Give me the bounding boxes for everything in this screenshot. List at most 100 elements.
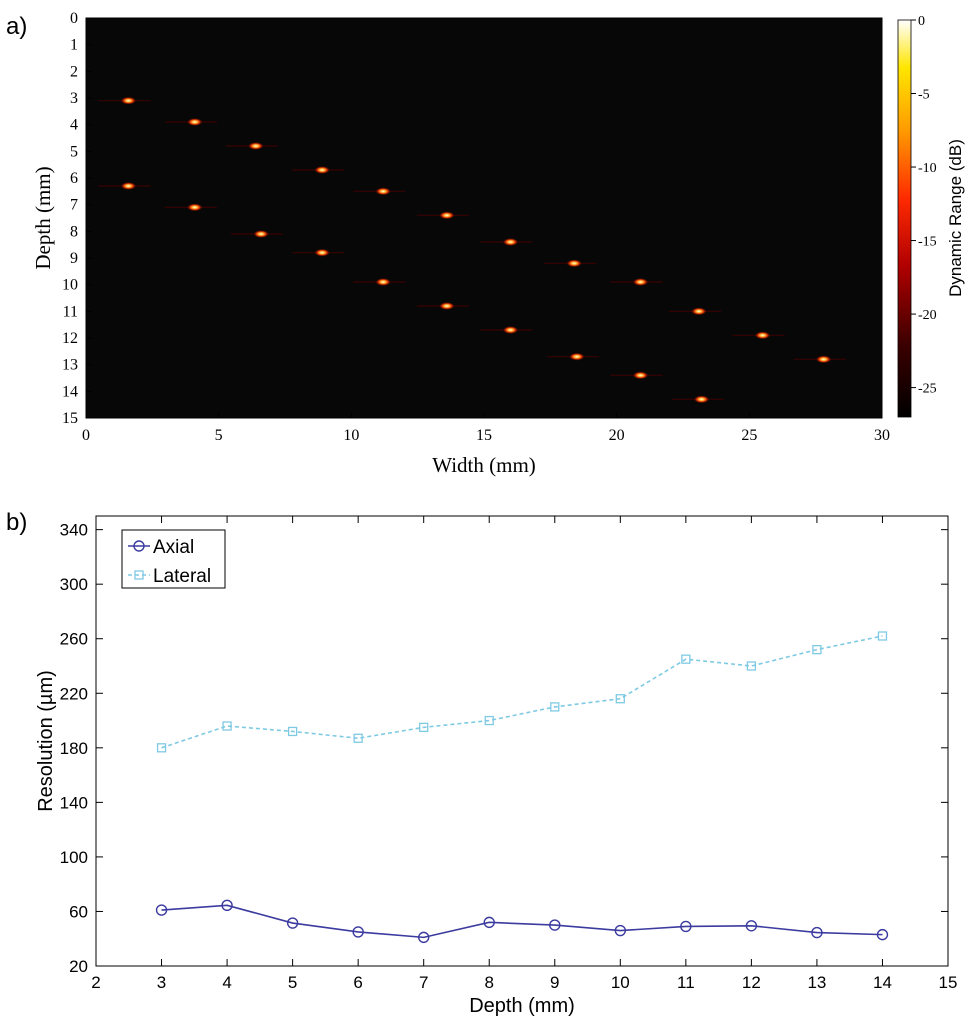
y-tick-label: 260 [60, 630, 88, 649]
point-target [292, 248, 345, 257]
line-y-ticks: 20 60 100 140 180 220 260 300 340 [60, 521, 948, 976]
point-target [546, 352, 599, 361]
x-tick-label: 10 [343, 427, 359, 444]
x-tick-label: 3 [157, 973, 166, 992]
series-lateral [156, 631, 888, 753]
data-point [483, 916, 495, 929]
x-tick-label: 0 [82, 427, 90, 444]
target-spot [502, 238, 519, 246]
point-target [793, 355, 846, 364]
y-tick-label: 12 [62, 330, 78, 347]
y-tick-label: 340 [60, 521, 88, 540]
target-spot [375, 278, 392, 286]
point-target [416, 302, 469, 310]
y-tick-label: 3 [70, 90, 78, 107]
target-spot [632, 278, 649, 286]
y-tick-label: 6 [70, 170, 78, 187]
point-target [164, 203, 217, 212]
series-axial [155, 899, 889, 944]
colorbar-tick-label: -5 [918, 88, 930, 103]
point-target [416, 211, 469, 220]
target-spot [815, 355, 832, 364]
legend-marker-axial [133, 540, 145, 552]
y-tick-label: 2 [70, 63, 78, 80]
target-spot [375, 187, 392, 196]
legend-marker-lateral [134, 570, 144, 580]
x-tick-label: 5 [215, 427, 223, 444]
point-target [610, 371, 663, 380]
point-targets [98, 96, 846, 404]
data-point [745, 920, 758, 932]
legend: Axial Lateral [121, 529, 226, 589]
x-tick-label: 9 [550, 973, 559, 992]
x-tick-label: 6 [353, 973, 362, 992]
target-spot [253, 230, 270, 238]
target-spot [247, 142, 264, 150]
data-point [681, 654, 691, 664]
data-point [550, 702, 560, 712]
target-spot [120, 182, 137, 190]
data-point [811, 926, 823, 939]
legend-label-lateral: Lateral [153, 566, 211, 587]
x-tick-label: 12 [742, 973, 761, 992]
target-spot [186, 203, 203, 212]
colorbar-ticks: 0 -5 -10 -15 -20 -25 [911, 14, 937, 397]
data-point [156, 743, 167, 753]
point-target [480, 238, 533, 246]
point-target [668, 307, 721, 316]
point-target [732, 331, 785, 340]
point-target [671, 395, 724, 404]
x-tick-label: 7 [419, 973, 428, 992]
legend-label-axial: Axial [153, 537, 194, 558]
target-spot [314, 166, 331, 174]
y-tick-label: 9 [70, 250, 78, 267]
y-tick-label: 100 [60, 848, 88, 867]
x-tick-label: 20 [609, 427, 625, 444]
target-spot [186, 118, 203, 126]
data-point [221, 899, 233, 912]
colorbar-label: Dynamic Range (dB) [946, 139, 965, 297]
data-point [353, 733, 363, 743]
y-tick-label: 7 [70, 197, 78, 214]
point-target [164, 118, 217, 126]
x-tick-label: 8 [484, 973, 493, 992]
colorbar-tick-label: -20 [918, 308, 937, 323]
series-line [161, 904, 883, 939]
target-spot [438, 302, 455, 310]
colorbar [897, 19, 912, 418]
point-target [353, 187, 406, 196]
series-line [161, 635, 883, 749]
y-tick-label: 8 [70, 223, 78, 240]
x-tick-label: 13 [807, 973, 826, 992]
target-spot [693, 395, 710, 404]
colorbar-tick-label: -15 [918, 235, 937, 250]
y-tick-label: 20 [69, 957, 88, 976]
target-spot [314, 248, 331, 257]
plot-area [95, 515, 949, 967]
panel-b-line-chart: 2 3 4 5 6 7 8 9 10 11 12 13 14 15 20 60 100 140 180 220 260… [35, 515, 957, 1017]
y-tick-label: 5 [70, 143, 78, 160]
data-point [876, 928, 889, 941]
heatmap-x-axis-label: Width (mm) [432, 453, 536, 477]
target-spot [566, 259, 583, 268]
x-tick-label: 2 [91, 973, 100, 992]
y-tick-label: 13 [62, 357, 78, 374]
colorbar-tick-label: 0 [918, 14, 925, 29]
line-x-ticks: 2 3 4 5 6 7 8 9 10 11 12 13 14 15 [91, 516, 957, 992]
x-tick-label: 4 [222, 973, 231, 992]
heatmap-y-axis-label: Depth (mm) [31, 166, 55, 269]
point-target [98, 96, 151, 105]
point-target [480, 326, 533, 334]
x-tick-label: 10 [611, 973, 630, 992]
point-target [610, 278, 663, 286]
colorbar-tick-label: -10 [918, 161, 937, 176]
y-tick-label: 1 [70, 37, 78, 54]
target-spot [568, 352, 585, 361]
data-point [549, 919, 561, 931]
y-tick-label: 11 [63, 303, 78, 320]
point-target [225, 142, 278, 150]
y-tick-label: 0 [70, 10, 78, 27]
colorbar-tick-label: -25 [918, 382, 937, 397]
